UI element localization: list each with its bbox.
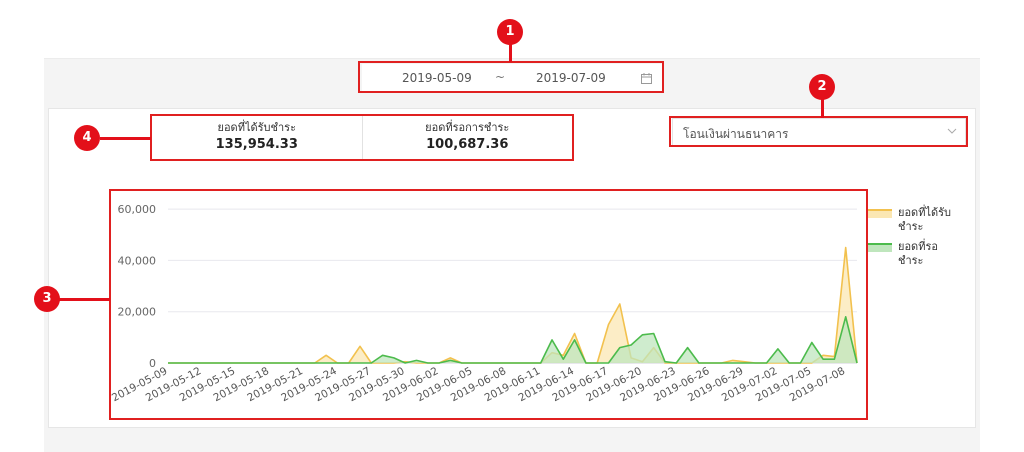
legend-swatch <box>868 210 892 218</box>
pending-summary: ยอดที่รอการชำระ 100,687.36 <box>361 116 573 160</box>
received-summary: ยอดที่ได้รับชำระ 135,954.33 <box>152 116 362 160</box>
date-range-picker[interactable]: 2019-05-09 ~ 2019-07-09 <box>362 64 662 92</box>
series-line-0 <box>168 246 858 364</box>
pending-value: 100,687.36 <box>426 137 509 152</box>
y-tick-label: 20,000 <box>118 306 157 319</box>
legend-label: ยอดที่ได้รับชำระ <box>898 204 951 233</box>
callout-connector-3 <box>58 298 110 301</box>
callout-connector-1 <box>509 42 512 62</box>
callout-badge-2: 2 <box>809 74 835 100</box>
series-area-1 <box>168 316 857 363</box>
callout-badge-4: 4 <box>74 125 100 151</box>
callout-badge-3: 3 <box>34 286 60 312</box>
received-value: 135,954.33 <box>215 137 298 152</box>
chart-card <box>48 108 976 428</box>
legend-label: ยอดที่รอชำระ <box>898 238 938 267</box>
series-area-0 <box>168 247 857 363</box>
legend-swatch <box>868 244 892 252</box>
y-tick-label: 60,000 <box>118 203 157 216</box>
date-separator: ~ <box>495 70 506 84</box>
callout-connector-2 <box>821 97 824 118</box>
callout-badge-1: 1 <box>497 19 523 45</box>
pending-label: ยอดที่รอการชำระ <box>425 121 510 134</box>
end-date-input[interactable]: 2019-07-09 <box>536 71 606 85</box>
calendar-icon[interactable] <box>641 73 652 84</box>
summary-cards: ยอดที่ได้รับชำระ 135,954.33 ยอดที่รอการช… <box>152 116 572 160</box>
payment-method-value: โอนเงินผ่านธนาคาร <box>683 127 789 141</box>
start-date-input[interactable]: 2019-05-09 <box>402 71 472 85</box>
chevron-down-icon <box>947 128 957 134</box>
callout-connector-4 <box>100 137 151 140</box>
y-tick-label: 0 <box>149 357 156 370</box>
y-tick-label: 40,000 <box>118 254 157 267</box>
received-label: ยอดที่ได้รับชำระ <box>217 121 296 134</box>
series-line-1 <box>168 316 858 364</box>
